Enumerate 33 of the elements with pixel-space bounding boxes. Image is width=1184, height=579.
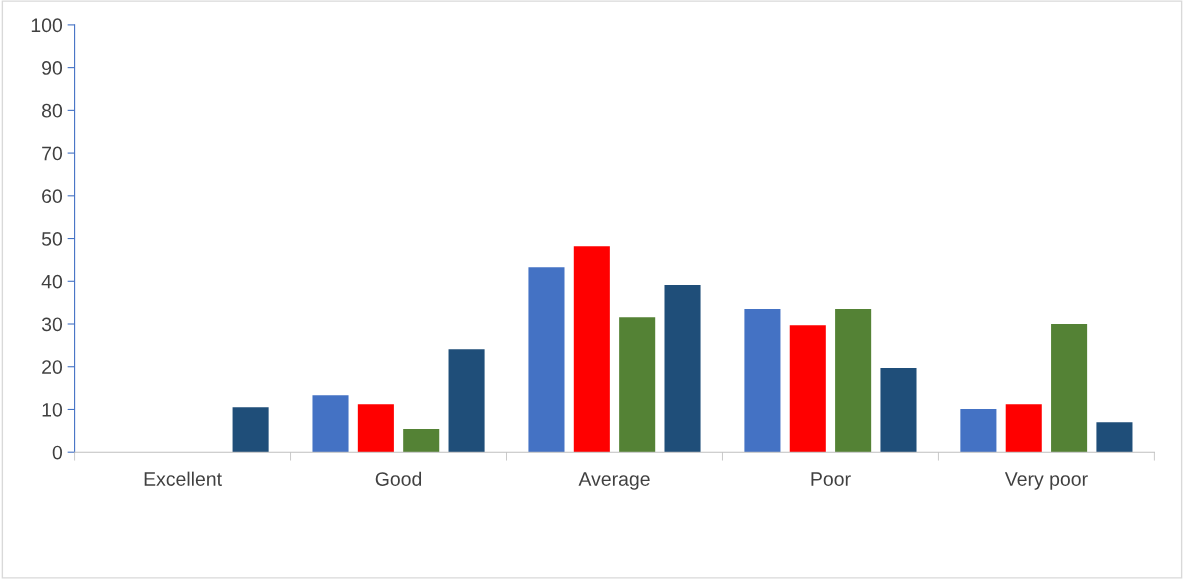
y-tick-label: 100 (31, 18, 63, 33)
y-tick-label: 50 (41, 232, 63, 246)
bar (664, 285, 701, 453)
y-tick-label: 0 (52, 445, 63, 460)
y-tick-label: 30 (41, 317, 63, 332)
x-tick-label: Excellent (144, 471, 222, 486)
bar (835, 309, 872, 453)
bar (1005, 404, 1042, 453)
x-tick-label: Good (375, 471, 422, 486)
bar (232, 407, 269, 453)
y-tick-label: 20 (42, 360, 63, 374)
y-tick-label: 40 (41, 274, 63, 289)
x-tick-label: Very poor (1004, 472, 1088, 490)
bar (960, 409, 997, 453)
bar (619, 317, 656, 453)
x-tick-label: Average (578, 472, 650, 490)
y-tick-label: 60 (42, 189, 63, 204)
bar (1096, 422, 1133, 453)
bar (789, 325, 826, 453)
y-tick-label: 10 (42, 402, 63, 417)
y-tick-label: 70 (42, 146, 63, 161)
bar (312, 395, 349, 453)
y-tick-label: 80 (42, 103, 63, 118)
bar (448, 349, 485, 453)
bar (573, 246, 610, 453)
bar (528, 267, 565, 453)
bar (357, 404, 394, 453)
x-tick-label: Poor (811, 472, 851, 486)
bar (744, 309, 781, 453)
bar (1051, 324, 1088, 453)
y-tick-label: 90 (42, 61, 63, 75)
bar (403, 429, 440, 453)
bar (880, 368, 917, 453)
